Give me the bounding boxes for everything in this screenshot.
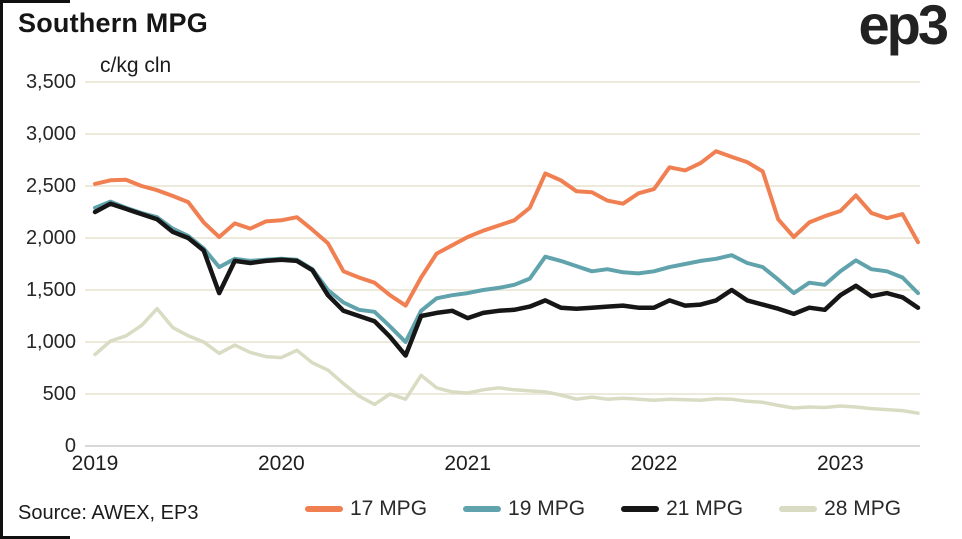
- series-line-17-mpg: [93, 149, 920, 308]
- legend-swatch-19mpg-icon: [463, 506, 502, 512]
- footer: Source: AWEX, EP3 17 MPG 19 MPG 21 MPG 2…: [0, 497, 962, 533]
- legend-item-21mpg: 21 MPG: [621, 497, 743, 521]
- ytick-3500: 3,500: [25, 71, 76, 93]
- ytick-3000: 3,000: [25, 123, 76, 145]
- legend-label-28mpg: 28 MPG: [824, 497, 902, 520]
- frame-bottom-tick: [0, 536, 70, 539]
- ytick-2500: 2,500: [25, 175, 76, 197]
- legend-label-19mpg: 19 MPG: [508, 497, 586, 520]
- frame-left-edge: [0, 0, 3, 539]
- ep3-logo: ep3: [858, 0, 949, 56]
- ytick-1500: 1,500: [25, 279, 76, 301]
- source-credit: Source: AWEX, EP3: [18, 502, 199, 524]
- legend-label-17mpg: 17 MPG: [350, 497, 428, 520]
- xtick-2022: 2022: [630, 452, 678, 475]
- xtick-2023: 2023: [816, 452, 864, 475]
- series-line-28-mpg: [93, 306, 920, 415]
- legend-swatch-28mpg-icon: [779, 506, 818, 512]
- legend-swatch-17mpg-icon: [305, 506, 343, 512]
- y-axis-unit-label: c/kg cln: [100, 54, 172, 77]
- series-line-21-mpg: [92, 201, 921, 358]
- ytick-0: 0: [64, 435, 76, 457]
- legend-swatch-21mpg-icon: [621, 506, 660, 512]
- legend-item-17mpg: 17 MPG: [305, 497, 427, 521]
- ytick-500: 500: [42, 383, 76, 405]
- page-title: Southern MPG: [18, 8, 208, 38]
- xtick-2019: 2019: [71, 452, 119, 475]
- ytick-1000: 1,000: [25, 331, 76, 353]
- xtick-2021: 2021: [444, 452, 492, 475]
- legend-item-19mpg: 19 MPG: [463, 497, 585, 521]
- series-line-19-mpg: [93, 199, 920, 344]
- ytick-2000: 2,000: [25, 227, 76, 249]
- legend: 17 MPG 19 MPG 21 MPG 28 MPG: [305, 497, 954, 521]
- legend-item-28mpg: 28 MPG: [779, 497, 901, 521]
- legend-label-21mpg: 21 MPG: [666, 497, 744, 520]
- xtick-2020: 2020: [257, 452, 305, 475]
- frame-top-tick: [0, 0, 70, 3]
